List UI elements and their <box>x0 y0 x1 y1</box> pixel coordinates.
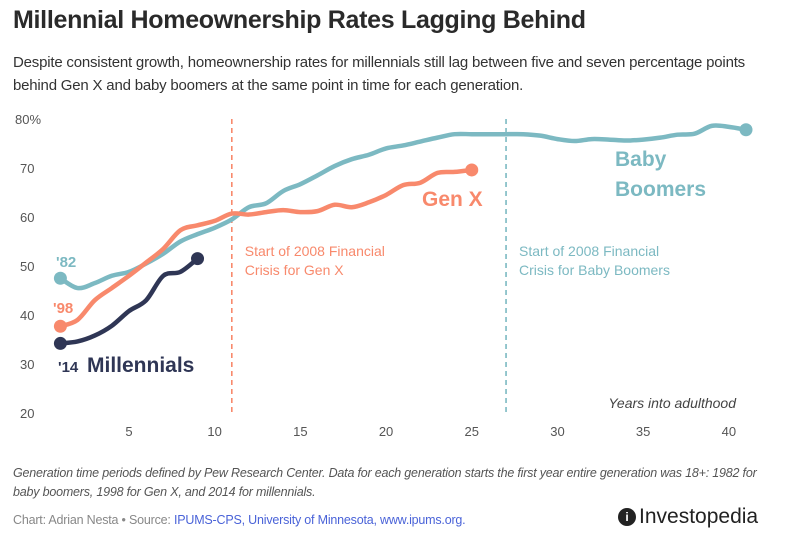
series-end-point-baby-boomers <box>739 123 753 137</box>
chart-subtitle: Despite consistent growth, homeownership… <box>13 54 745 94</box>
series-label-boomers-line2: Boomers <box>615 178 706 201</box>
x-tick-label: 35 <box>636 424 650 439</box>
x-tick-label: 25 <box>465 424 479 439</box>
investopedia-logo: i Investopedia <box>618 505 758 529</box>
y-tick-label: 50 <box>20 259 34 274</box>
series-line-baby-boomers <box>58 123 749 291</box>
crisis-annotation: Crisis for Gen X <box>245 262 344 278</box>
x-tick-label: 10 <box>207 424 221 439</box>
chart-title: Millennial Homeownership Rates Lagging B… <box>13 6 586 34</box>
crisis-annotation: Start of 2008 Financial <box>245 243 385 259</box>
y-tick-label: 20 <box>20 406 34 421</box>
logo-text: Investopedia <box>639 505 759 528</box>
series-label-boomers-line1: Baby <box>615 148 667 171</box>
chart-note: Generation time periods defined by Pew R… <box>13 466 757 499</box>
series-line-gen-x <box>58 167 475 329</box>
series-end-point-millennials <box>191 252 205 266</box>
start-label-genx: '98 <box>53 300 73 317</box>
series-line-millennials <box>58 256 200 346</box>
series-label-millennials: Millennials <box>87 354 194 377</box>
logo-mark-icon: i <box>618 508 636 526</box>
series-start-point-millennials <box>53 336 67 350</box>
x-tick-label: 30 <box>550 424 564 439</box>
start-label-boomers: '82 <box>56 254 76 271</box>
x-tick-label: 40 <box>722 424 736 439</box>
x-tick-label: 20 <box>379 424 393 439</box>
credit-prefix: Chart: Adrian Nesta • Source: <box>13 513 174 527</box>
y-tick-label: 70 <box>20 161 34 176</box>
series-label-genx: Gen X <box>422 188 483 211</box>
x-axis-label: Years into adulthood <box>608 395 737 411</box>
source-link[interactable]: IPUMS-CPS, University of Minnesota, www.… <box>173 513 466 527</box>
series-start-point-gen-x <box>53 319 67 333</box>
start-label-millennials: '14 <box>58 359 79 376</box>
crisis-annotation: Start of 2008 Financial <box>519 243 659 259</box>
y-tick-label: 40 <box>20 308 34 323</box>
x-tick-label: 15 <box>293 424 307 439</box>
chart-credit: Chart: Adrian Nesta • Source: IPUMS-CPS,… <box>13 513 466 527</box>
series-end-point-gen-x <box>465 163 479 177</box>
y-tick-label: 60 <box>20 210 34 225</box>
y-tick-label: 30 <box>20 357 34 372</box>
series-start-point-baby-boomers <box>53 271 67 285</box>
x-tick-label: 5 <box>125 424 132 439</box>
y-tick-label: 80% <box>15 112 41 127</box>
crisis-annotation: Crisis for Baby Boomers <box>519 262 670 278</box>
